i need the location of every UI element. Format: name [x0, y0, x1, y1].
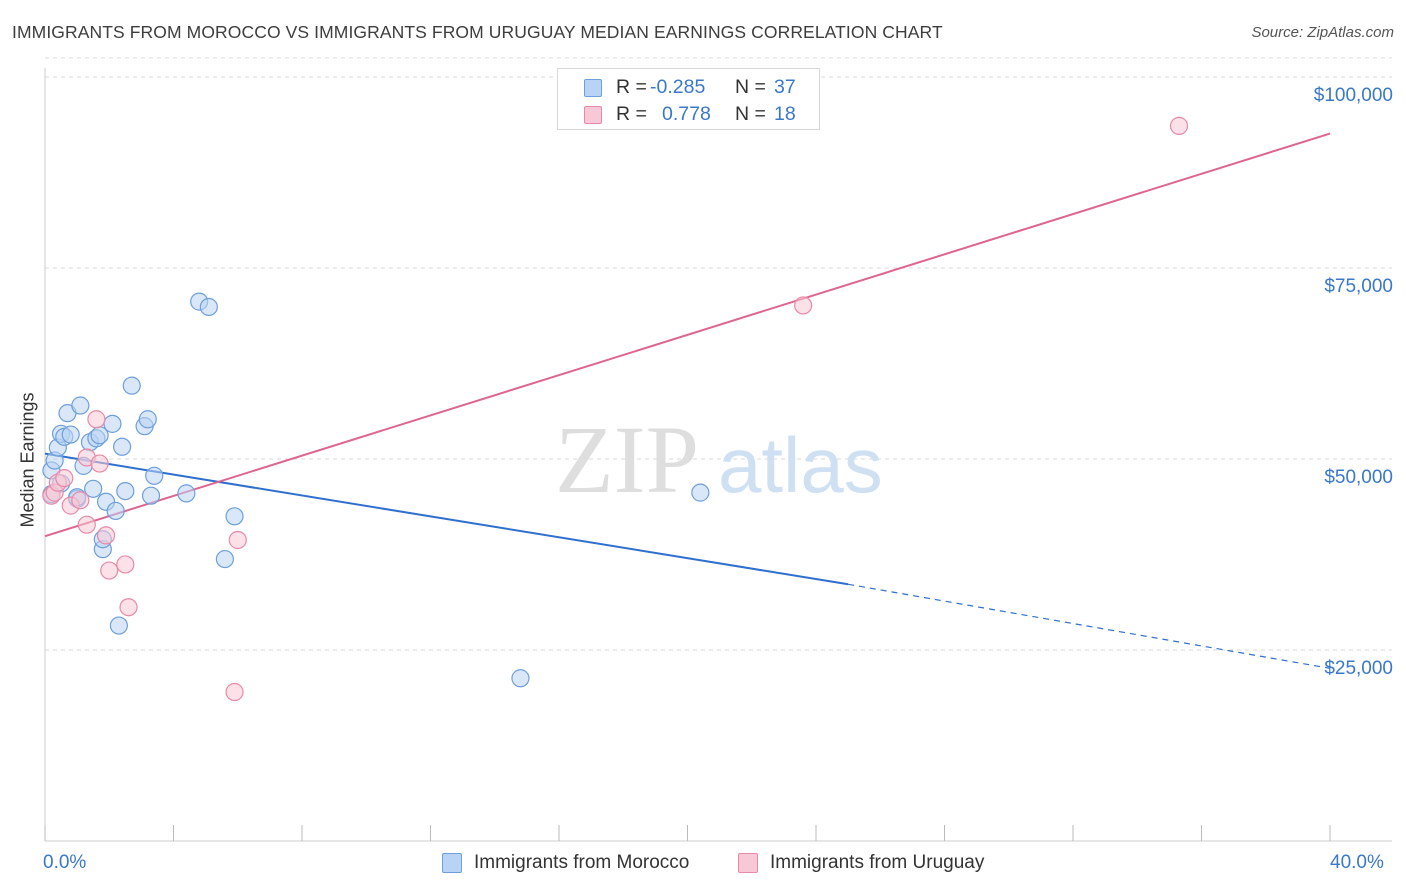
legend-r-value: -0.285 — [650, 76, 706, 98]
point-morocco — [84, 479, 103, 498]
y-tick-label: $100,000 — [1314, 85, 1393, 106]
point-morocco — [511, 669, 530, 688]
y-tick-label: $25,000 — [1324, 658, 1393, 679]
point-uruguay — [1169, 116, 1189, 135]
x-tick-min: 0.0% — [43, 852, 87, 873]
point-morocco — [109, 616, 128, 635]
point-morocco — [106, 501, 125, 521]
legend-swatch-uruguay — [584, 106, 602, 124]
point-uruguay — [794, 296, 813, 315]
source-label: Source: ZipAtlas.com — [1251, 24, 1394, 41]
legend-n-value: 37 — [774, 76, 796, 98]
watermark-atlas: atlas — [718, 421, 883, 509]
point-morocco — [141, 486, 161, 505]
y-tick-label: $75,000 — [1324, 276, 1393, 297]
point-uruguay — [100, 561, 119, 580]
legend-swatch-uruguay — [738, 853, 758, 873]
trend-line-morocco — [44, 452, 849, 586]
legend-swatch-morocco — [442, 853, 462, 873]
legend-label-morocco: Immigrants from Morocco — [474, 852, 690, 873]
point-uruguay — [77, 515, 96, 534]
x-tick-max: 40.0% — [1330, 852, 1384, 873]
legend-row-uruguay: R = 0.778 N = 18 — [558, 100, 819, 128]
point-morocco — [61, 425, 80, 444]
point-morocco — [225, 507, 244, 526]
point-uruguay — [228, 530, 247, 550]
points-layer — [42, 116, 1189, 702]
legend-n-label: N = — [735, 103, 766, 125]
legend-r-label: R = — [616, 76, 647, 98]
correlation-legend: R = -0.285 N = 37 R = 0.778 N = 18 — [557, 68, 820, 130]
point-morocco — [199, 297, 218, 317]
legend-label-uruguay: Immigrants from Uruguay — [770, 852, 985, 873]
point-morocco — [177, 484, 196, 503]
trend-line-morocco-extension — [848, 583, 1331, 669]
point-uruguay — [96, 526, 116, 545]
point-uruguay — [71, 491, 90, 510]
watermark: ZIP atlas — [555, 406, 883, 513]
point-morocco — [145, 466, 164, 485]
y-tick-label: $50,000 — [1324, 467, 1393, 488]
grid-layer — [45, 57, 1392, 651]
point-uruguay — [87, 410, 106, 429]
legend-r-label: R = — [616, 103, 647, 125]
point-morocco — [103, 414, 122, 433]
point-morocco — [71, 396, 90, 415]
point-morocco — [116, 481, 135, 501]
point-uruguay — [55, 469, 74, 488]
legend-n-label: N = — [735, 76, 766, 98]
point-morocco — [122, 376, 141, 395]
legend-r-value: 0.778 — [662, 103, 711, 125]
legend-n-value: 18 — [774, 103, 796, 125]
trend-line-uruguay — [44, 132, 1331, 538]
y-tick-labels: $25,000 $50,000 $75,000 $100,000 — [1314, 85, 1393, 679]
point-uruguay — [119, 598, 138, 617]
legend-swatch-morocco — [584, 79, 602, 97]
series-legend: Immigrants from Morocco Immigrants from … — [0, 850, 1406, 878]
point-morocco — [138, 410, 157, 429]
point-morocco — [215, 549, 234, 569]
point-morocco — [691, 483, 710, 502]
trend-lines — [44, 132, 1331, 669]
point-uruguay — [116, 555, 135, 574]
y-axis-label: Median Earnings — [17, 392, 38, 528]
point-morocco — [112, 437, 132, 456]
point-uruguay — [225, 682, 244, 702]
watermark-zip: ZIP — [555, 406, 699, 513]
point-uruguay — [90, 454, 109, 473]
legend-row-morocco: R = -0.285 N = 37 — [558, 73, 819, 101]
chart-title: IMMIGRANTS FROM MOROCCO VS IMMIGRANTS FR… — [12, 22, 943, 42]
